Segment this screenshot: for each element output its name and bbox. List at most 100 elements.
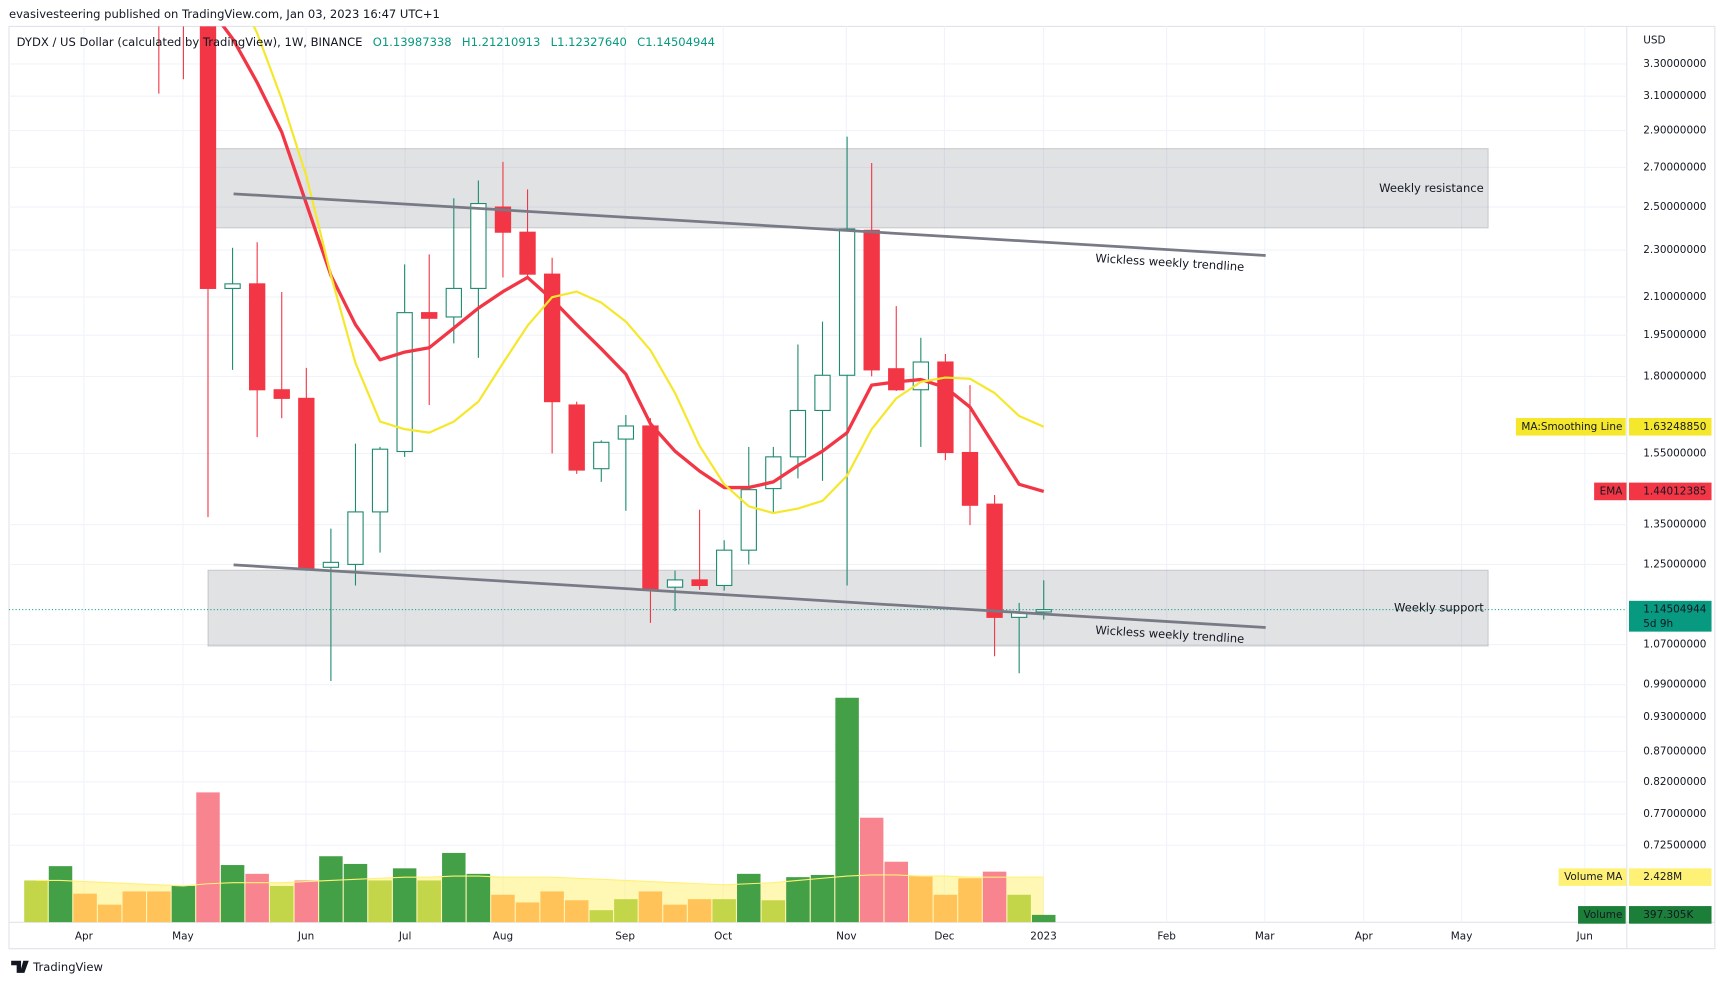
candle-body — [593, 441, 610, 470]
candle-body — [716, 549, 733, 587]
watermark-text: TradingView — [32, 960, 103, 974]
y-tick-label: 1.80000000 — [1643, 370, 1706, 382]
indicator-line — [221, 26, 1045, 494]
candle-body — [912, 361, 930, 391]
grid — [8, 26, 1627, 923]
volume-bar — [171, 885, 196, 923]
candle-body — [568, 404, 585, 471]
volume-bar — [786, 877, 810, 923]
volume-bar — [294, 880, 319, 923]
candle-body — [470, 203, 487, 289]
volume-bar — [564, 900, 589, 923]
volume-bar — [147, 891, 171, 923]
volume-bar — [958, 878, 982, 923]
volume-bar — [1031, 914, 1056, 923]
x-tick-label: Sep — [615, 931, 635, 943]
candle-body — [740, 489, 757, 551]
price-tag: 1.14504944 — [1628, 600, 1712, 632]
candle-body — [494, 206, 512, 233]
ohlc-label: O — [373, 34, 382, 48]
tag-name-box — [1578, 906, 1626, 924]
volume-bar — [835, 697, 859, 923]
candle-body — [961, 451, 979, 506]
x-tick-label: Nov — [836, 931, 856, 943]
candle-body — [322, 561, 340, 568]
y-tick-label: 0.77000000 — [1643, 808, 1706, 820]
candle-body — [888, 368, 905, 391]
tag-value: 1.44012385 — [1643, 485, 1706, 497]
volume-bar — [97, 904, 122, 923]
volume-bar — [761, 900, 786, 923]
candle-body — [273, 389, 290, 399]
volume-bar — [442, 852, 466, 923]
ohlc-value: 1.14504944 — [645, 34, 715, 48]
volume-bar — [417, 880, 441, 923]
candle-body — [543, 273, 561, 403]
symbol-title: DYDX / US Dollar (calculated by TradingV… — [17, 34, 363, 48]
tag-value-box — [1628, 906, 1712, 924]
volume-bar — [982, 871, 1007, 923]
countdown: 5d 9h — [1643, 618, 1673, 630]
x-tick-label: Jul — [398, 931, 412, 943]
y-tick-label: 2.70000000 — [1643, 161, 1706, 173]
y-tick-label: 1.35000000 — [1643, 519, 1706, 531]
y-tick-label: 1.95000000 — [1643, 329, 1706, 341]
y-tick-label: 0.99000000 — [1643, 679, 1706, 691]
indicator-line — [252, 26, 1045, 515]
candle-body — [838, 228, 856, 376]
price-tag: 2.428M Volume MA — [1558, 868, 1712, 886]
candle-body — [298, 397, 315, 570]
price-tag: 397.305K Volume — [1578, 906, 1712, 924]
candle-body — [789, 409, 807, 458]
x-tick-label: Apr — [1355, 931, 1374, 943]
tag-value: 2.428M — [1643, 871, 1682, 883]
tag-name: EMA — [1600, 485, 1624, 497]
logo — [11, 960, 29, 973]
price-zone — [207, 569, 1489, 647]
currency-label: USD — [1643, 35, 1665, 47]
volume-bar — [220, 865, 245, 923]
volume-bar — [319, 856, 343, 923]
y-tick-label: 2.30000000 — [1643, 244, 1706, 256]
candle-body — [1035, 609, 1052, 613]
y-tick-label: 2.50000000 — [1643, 201, 1706, 213]
x-tick-label: Oct — [714, 931, 732, 943]
volume-bar — [466, 873, 491, 923]
volume-bar — [245, 873, 269, 923]
price-tag: 1.44012385 EMA — [1594, 482, 1712, 501]
y-tick-label: 3.10000000 — [1643, 90, 1706, 102]
volume-bar — [712, 899, 736, 923]
x-tick-label: May — [172, 931, 194, 943]
volume-bar — [392, 868, 417, 923]
ohlc-label: C — [637, 34, 645, 48]
volume-bar — [614, 899, 638, 923]
symbol-legend: DYDX / US Dollar (calculated by TradingV… — [17, 34, 715, 48]
tag-value: 1.63248850 — [1643, 421, 1706, 433]
y-tick-label: 2.90000000 — [1643, 125, 1706, 137]
candle-body — [666, 579, 684, 588]
tag-value-box — [1628, 600, 1712, 632]
x-tick-label: Jun — [297, 931, 314, 943]
x-tick-label: Jun — [1576, 931, 1593, 943]
tag-name-box — [1594, 482, 1627, 501]
candle-body — [937, 361, 954, 454]
volume-bar — [48, 866, 73, 923]
candle-body — [421, 312, 438, 319]
ohlc-label: L — [551, 34, 558, 48]
ohlc-value: 1.13987338 — [382, 34, 452, 48]
price-zone — [207, 148, 1489, 229]
ohlc-label: H — [462, 34, 471, 48]
y-tick-label: 0.72500000 — [1643, 839, 1706, 851]
x-tick-label: Aug — [493, 931, 513, 943]
y-tick-label: 1.25000000 — [1643, 558, 1706, 570]
watermark: TradingView — [11, 960, 103, 974]
tag-name: Volume — [1584, 909, 1623, 921]
tag-name-box — [1515, 417, 1626, 436]
tag-value-box — [1628, 482, 1712, 501]
x-tick-label: 2023 — [1030, 931, 1057, 943]
volume-bar — [909, 876, 933, 923]
volume-bar — [196, 792, 220, 923]
tag-value-box — [1628, 868, 1712, 886]
volume-bar — [491, 894, 515, 923]
tag-value-box — [1628, 417, 1712, 436]
